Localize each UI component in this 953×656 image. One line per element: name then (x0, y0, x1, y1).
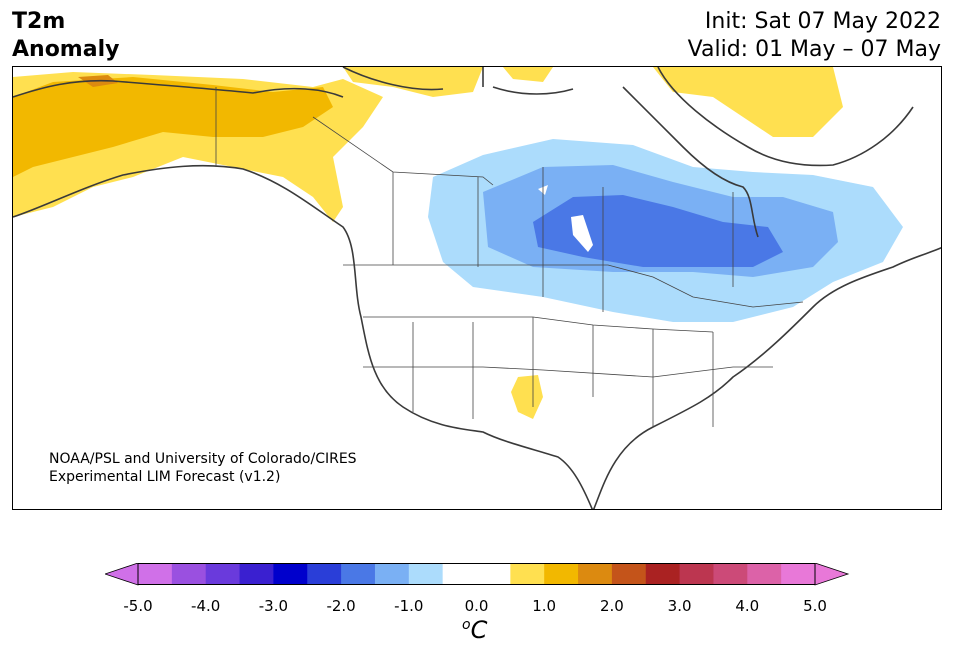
colorbar-segment (239, 563, 274, 585)
coastlines (13, 67, 941, 509)
colorbar-under-triangle (105, 563, 139, 586)
colorbar-tick-label: 5.0 (803, 597, 827, 615)
warm-anomaly-arctic-1 (343, 67, 483, 97)
colorbar-segment (408, 563, 444, 585)
colorbar (105, 563, 850, 586)
credit-line-2: Experimental LIM Forecast (v1.2) (49, 469, 281, 485)
unit-celsius: C (470, 616, 488, 644)
colorbar-tick-label: -3.0 (258, 597, 289, 615)
colorbar-over-triangle (814, 563, 850, 586)
colorbar-tick-label: -5.0 (123, 597, 153, 615)
data-credit: NOAA/PSL and University of Colorado/CIRE… (49, 450, 357, 486)
colorbar-tick-label: 4.0 (735, 597, 760, 615)
colorbar-segment (747, 563, 782, 585)
warm-anomaly-new-mexico (511, 375, 543, 419)
colorbar-segment (679, 563, 714, 585)
colorbar-segment (273, 563, 308, 585)
credit-line-1: NOAA/PSL and University of Colorado/CIRE… (49, 451, 357, 467)
map-panel (12, 66, 942, 510)
colorbar-segment (645, 563, 681, 585)
colorbar-tick-label: 3.0 (667, 597, 692, 615)
colorbar-segment (611, 563, 647, 585)
cold-anomaly-canada-peak (533, 195, 783, 267)
colorbar-segment (544, 563, 579, 585)
colorbar-tick-label: -1.0 (394, 597, 424, 615)
warm-anomaly-alaska-core (13, 77, 333, 177)
title-variable-type: Anomaly (12, 37, 120, 62)
valid-period: Valid: 01 May – 07 May (687, 37, 941, 62)
warm-anomaly-arctic-2 (503, 67, 553, 82)
colorbar-tick-label: 1.0 (532, 597, 557, 615)
map-title: T2m Anomaly (12, 8, 119, 64)
init-date: Init: Sat 07 May 2022 (704, 9, 941, 34)
colorbar-tick-label: 2.0 (599, 597, 624, 615)
colorbar-segment (205, 563, 241, 585)
colorbar-segment (307, 563, 342, 585)
anomaly-map (13, 67, 941, 509)
colorbar-segment (374, 563, 410, 585)
unit-label: oC (462, 616, 487, 644)
title-variable: T2m (12, 9, 66, 34)
colorbar-outline (137, 563, 816, 585)
political-boundaries (215, 87, 804, 427)
colorbar-segment (138, 563, 173, 585)
colorbar-tick-label: -4.0 (191, 597, 221, 615)
colorbar-segment (442, 563, 477, 585)
colorbar-segment (171, 563, 207, 585)
colorbar-segment (476, 563, 511, 585)
unit-degree: o (462, 617, 471, 633)
colorbar-tick-label: 0.0 (464, 597, 489, 615)
warm-anomaly-greenland (653, 67, 843, 137)
colorbar-tick-label: -2.0 (326, 597, 356, 615)
lake-winnipeg (571, 215, 593, 252)
colorbar-segment (578, 563, 613, 585)
colorbar-segment (510, 563, 545, 585)
colorbar-segment (341, 563, 376, 585)
colorbar-segments (138, 563, 816, 585)
forecast-dates: Init: Sat 07 May 2022 Valid: 01 May – 07… (688, 8, 941, 64)
colorbar-segment (781, 563, 816, 585)
colorbar-segment (713, 563, 748, 585)
